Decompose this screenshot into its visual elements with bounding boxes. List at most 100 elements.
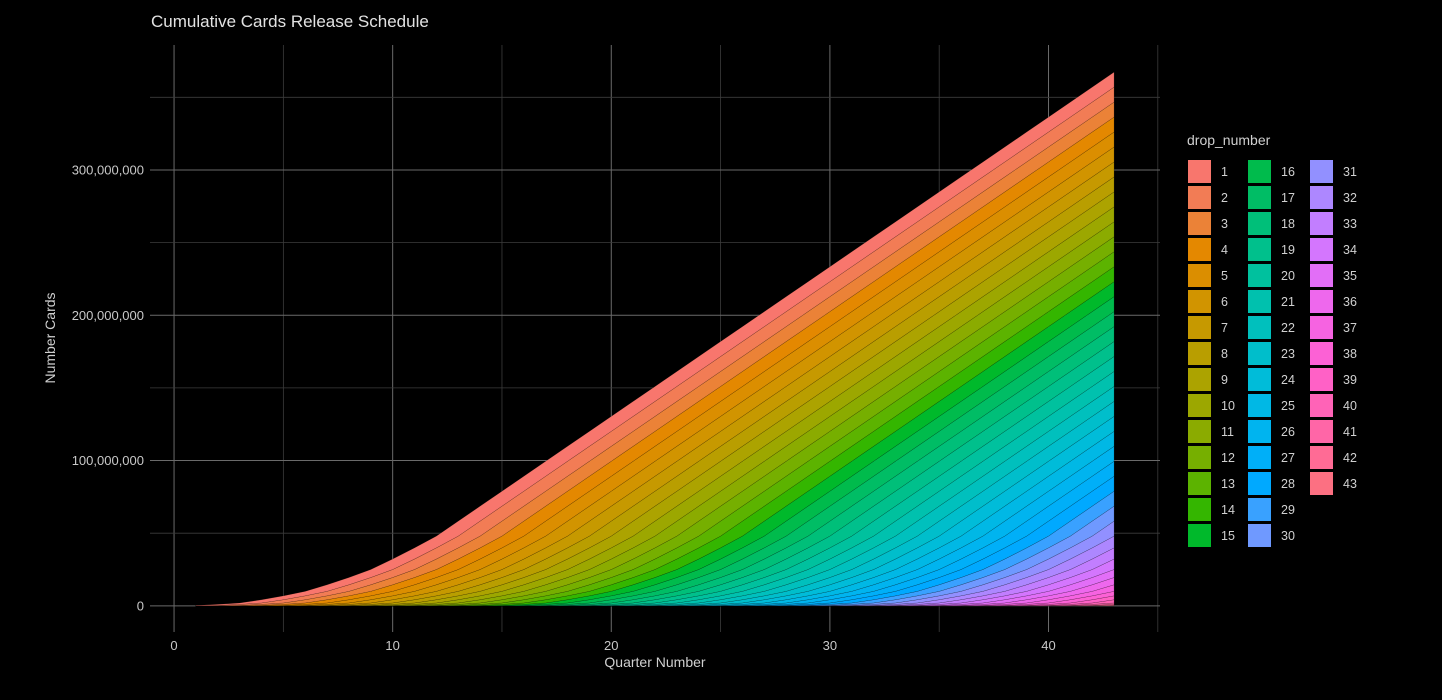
legend-label: 34 xyxy=(1343,243,1357,257)
y-tick-label: 100,000,000 xyxy=(72,453,144,468)
legend-key-7 xyxy=(1188,316,1211,339)
legend-key-17 xyxy=(1248,186,1271,209)
legend-label: 15 xyxy=(1221,529,1235,543)
legend-label: 13 xyxy=(1221,477,1235,491)
legend-label: 42 xyxy=(1343,451,1357,465)
legend-key-35 xyxy=(1310,264,1333,287)
legend-key-4 xyxy=(1188,238,1211,261)
legend-label: 32 xyxy=(1343,191,1357,205)
legend-key-16 xyxy=(1248,160,1271,183)
legend-label: 39 xyxy=(1343,373,1357,387)
legend-label: 17 xyxy=(1281,191,1295,205)
legend-key-14 xyxy=(1188,498,1211,521)
legend-key-28 xyxy=(1248,472,1271,495)
legend-label: 5 xyxy=(1221,269,1228,283)
legend-label: 21 xyxy=(1281,295,1295,309)
x-tick-label: 20 xyxy=(604,638,618,653)
legend-label: 23 xyxy=(1281,347,1295,361)
legend-label: 27 xyxy=(1281,451,1295,465)
legend-key-12 xyxy=(1188,446,1211,469)
legend-title: drop_number xyxy=(1187,132,1271,148)
legend-key-1 xyxy=(1188,160,1211,183)
area-drop-16 xyxy=(195,296,1115,607)
area-drop-3 xyxy=(195,101,1115,607)
legend-key-29 xyxy=(1248,498,1271,521)
legend-label: 30 xyxy=(1281,529,1295,543)
y-tick-label: 0 xyxy=(137,598,144,613)
legend-key-23 xyxy=(1248,342,1271,365)
legend-label: 41 xyxy=(1343,425,1357,439)
area-drop-2 xyxy=(195,86,1115,607)
stacked-areas xyxy=(195,71,1115,607)
legend-key-41 xyxy=(1310,420,1333,443)
legend-key-40 xyxy=(1310,394,1333,417)
legend-key-43 xyxy=(1310,472,1333,495)
legend-key-13 xyxy=(1188,472,1211,495)
axis-ticks: 0 10 20 30 40 0 100,000,000 200,000,000 300,000,… xyxy=(72,162,1056,653)
legend-label: 35 xyxy=(1343,269,1357,283)
legend-key-27 xyxy=(1248,446,1271,469)
legend-key-30 xyxy=(1248,524,1271,547)
legend-label: 25 xyxy=(1281,399,1295,413)
legend-key-34 xyxy=(1310,238,1333,261)
legend-key-36 xyxy=(1310,290,1333,313)
legend-label: 16 xyxy=(1281,165,1295,179)
legend-label: 38 xyxy=(1343,347,1357,361)
x-tick-label: 40 xyxy=(1041,638,1055,653)
legend-key-25 xyxy=(1248,394,1271,417)
chart-title: Cumulative Cards Release Schedule xyxy=(151,12,429,31)
legend-key-11 xyxy=(1188,420,1211,443)
legend-key-38 xyxy=(1310,342,1333,365)
legend-label: 22 xyxy=(1281,321,1295,335)
legend-label: 12 xyxy=(1221,451,1235,465)
legend-key-18 xyxy=(1248,212,1271,235)
legend-key-3 xyxy=(1188,212,1211,235)
legend-label: 33 xyxy=(1343,217,1357,231)
legend-label: 43 xyxy=(1343,477,1357,491)
legend-label: 36 xyxy=(1343,295,1357,309)
legend-label: 28 xyxy=(1281,477,1295,491)
legend-label: 26 xyxy=(1281,425,1295,439)
legend-key-15 xyxy=(1188,524,1211,547)
legend-key-2 xyxy=(1188,186,1211,209)
legend-label: 31 xyxy=(1343,165,1357,179)
legend-key-26 xyxy=(1248,420,1271,443)
legend-key-8 xyxy=(1188,342,1211,365)
legend-label: 3 xyxy=(1221,217,1228,231)
legend-label: 24 xyxy=(1281,373,1295,387)
legend-label: 11 xyxy=(1221,425,1234,439)
legend-key-20 xyxy=(1248,264,1271,287)
y-axis-label: Number Cards xyxy=(42,292,58,384)
legend-label: 40 xyxy=(1343,399,1357,413)
y-tick-label: 200,000,000 xyxy=(72,308,144,323)
area-drop-1 xyxy=(195,71,1115,607)
legend-label: 10 xyxy=(1221,399,1235,413)
x-axis-label: Quarter Number xyxy=(604,654,706,670)
legend-key-37 xyxy=(1310,316,1333,339)
legend-key-6 xyxy=(1188,290,1211,313)
y-tick-label: 300,000,000 xyxy=(72,162,144,177)
legend-label: 29 xyxy=(1281,503,1295,517)
legend-label: 18 xyxy=(1281,217,1295,231)
legend-key-9 xyxy=(1188,368,1211,391)
legend-key-10 xyxy=(1188,394,1211,417)
legend-label: 7 xyxy=(1221,321,1228,335)
legend-key-31 xyxy=(1310,160,1333,183)
legend-key-33 xyxy=(1310,212,1333,235)
area-drop-10 xyxy=(195,206,1115,607)
legend-key-39 xyxy=(1310,368,1333,391)
area-drop-15 xyxy=(195,281,1115,607)
legend-label: 2 xyxy=(1221,191,1228,205)
legend: 1234567891011121314151617181920212223242… xyxy=(1188,160,1357,547)
legend-label: 4 xyxy=(1221,243,1228,257)
legend-label: 19 xyxy=(1281,243,1295,257)
legend-key-32 xyxy=(1310,186,1333,209)
area-drop-6 xyxy=(195,146,1115,607)
legend-label: 6 xyxy=(1221,295,1228,309)
legend-key-19 xyxy=(1248,238,1271,261)
legend-key-22 xyxy=(1248,316,1271,339)
legend-label: 9 xyxy=(1221,373,1228,387)
legend-label: 20 xyxy=(1281,269,1295,283)
area-drop-4 xyxy=(195,116,1115,607)
